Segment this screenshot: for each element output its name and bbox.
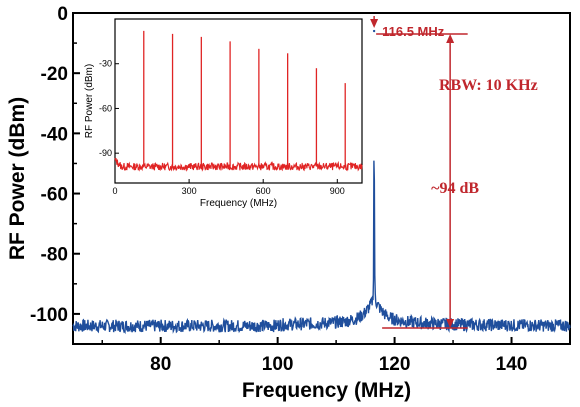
- inset-noise-line: [114, 157, 363, 172]
- inset-y-axis-label: RF Power (dBm): [84, 64, 95, 138]
- inset-x-tick-label: 0: [112, 186, 117, 196]
- main-x-tick-label: 140: [496, 354, 528, 375]
- inset-plot: 0 300 600 900 -30 -60 -90 Frequency (MHz) RF Pow…: [84, 18, 363, 209]
- main-x-tick-label: 80: [150, 354, 171, 375]
- inset-x-tick-label: 300: [182, 186, 197, 196]
- inset-axes-frame: [114, 18, 363, 184]
- main-y-tick-label: -100: [30, 305, 68, 326]
- dynamic-range-label: ~94 dB: [431, 180, 479, 197]
- peak-frequency-label: 116.5 MHz: [382, 24, 445, 39]
- range-arrow-head-bottom: [446, 318, 455, 328]
- range-arrow-head-top: [446, 34, 455, 44]
- main-y-tick-label: 0: [57, 4, 68, 25]
- main-y-tick-label: -80: [41, 245, 68, 266]
- main-y-axis-label: RF Power (dBm): [6, 97, 29, 260]
- inset-y-tick-label: -90: [99, 148, 112, 158]
- rbw-label: RBW: 10 KHz: [439, 77, 538, 94]
- inset-x-axis-label: Frequency (MHz): [200, 198, 277, 209]
- inset-y-tick-label: -60: [99, 103, 112, 113]
- main-x-tick-label: 100: [262, 354, 294, 375]
- main-x-axis-label: Frequency (MHz): [242, 379, 411, 402]
- main-peak-point: [372, 29, 376, 33]
- main-x-tick-label: 120: [379, 354, 411, 375]
- main-series-line: [72, 160, 571, 335]
- main-plot: 80 100 120 140 0 -20 -40 -60 -80 -100 Frequency (M…: [6, 4, 571, 402]
- main-y-tick-label: -40: [41, 124, 68, 145]
- main-y-tick-label: -60: [41, 185, 68, 206]
- main-axes-frame: [72, 12, 571, 345]
- inset-x-tick-label: 600: [256, 186, 271, 196]
- inset-x-tick-label: 900: [330, 186, 345, 196]
- peak-arrow-head: [370, 19, 379, 29]
- annotations: 116.5 MHz ~94 dB RBW: 10 KHz: [370, 16, 538, 329]
- main-y-tick-label: -20: [41, 64, 68, 85]
- inset-y-tick-label: -30: [99, 59, 112, 69]
